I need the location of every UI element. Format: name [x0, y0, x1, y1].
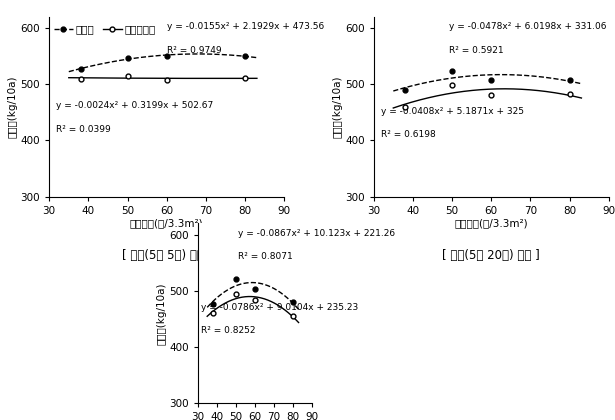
- Text: R² = 0.8252: R² = 0.8252: [201, 326, 256, 335]
- Legend: 쌍수량, 완전미수량: 쌍수량, 완전미수량: [50, 20, 160, 39]
- Text: R² = 0.5921: R² = 0.5921: [449, 45, 504, 55]
- Text: y = -0.0408x² + 5.1871x + 325: y = -0.0408x² + 5.1871x + 325: [381, 107, 524, 116]
- Text: y = -0.0867x² + 10.123x + 221.26: y = -0.0867x² + 10.123x + 221.26: [237, 229, 395, 238]
- X-axis label: 재식밀도(주/3.3m²): 재식밀도(주/3.3m²): [130, 218, 204, 228]
- Text: R² = 0.9749: R² = 0.9749: [167, 45, 221, 55]
- Text: y = -0.0024x² + 0.3199x + 502.67: y = -0.0024x² + 0.3199x + 502.67: [56, 101, 213, 110]
- Text: [ 적기(5월 20일) 이앙 ]: [ 적기(5월 20일) 이앙 ]: [442, 249, 540, 262]
- Text: y = -0.0786x² + 9.0104x + 235.23: y = -0.0786x² + 9.0104x + 235.23: [201, 302, 359, 312]
- Text: R² = 0.6198: R² = 0.6198: [381, 130, 435, 139]
- Text: y = -0.0478x² + 6.0198x + 331.06: y = -0.0478x² + 6.0198x + 331.06: [449, 22, 606, 31]
- X-axis label: 재식밀도(주/3.3m²): 재식밀도(주/3.3m²): [454, 218, 528, 228]
- Y-axis label: 큩수량(kg/10a): 큩수량(kg/10a): [332, 76, 343, 138]
- Y-axis label: 큩수량(kg/10a): 큩수량(kg/10a): [156, 282, 166, 344]
- Text: y = -0.0155x² + 2.1929x + 473.56: y = -0.0155x² + 2.1929x + 473.56: [167, 22, 324, 31]
- Text: R² = 0.8071: R² = 0.8071: [237, 252, 292, 261]
- Text: R² = 0.0399: R² = 0.0399: [56, 125, 111, 134]
- Y-axis label: 큩수량(kg/10a): 큩수량(kg/10a): [8, 76, 18, 138]
- Text: [ 조기(5월 5일) 이앙 ]: [ 조기(5월 5일) 이앙 ]: [122, 249, 212, 262]
